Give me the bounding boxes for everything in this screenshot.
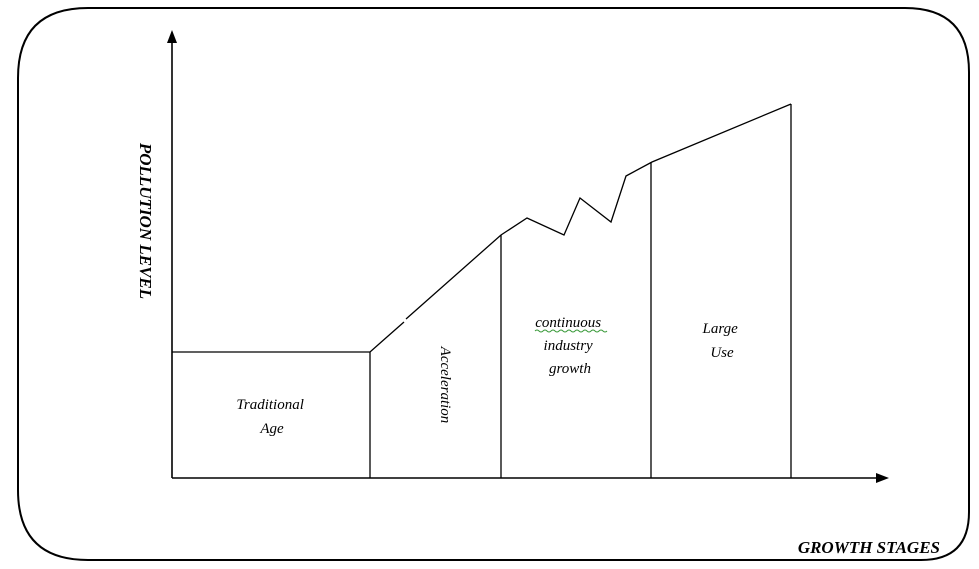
stage-label-line: Use	[710, 345, 734, 361]
pollution-curve-traditional	[172, 321, 405, 353]
stage-label-line: growth	[549, 361, 591, 377]
y-axis-title: POLLUTION LEVEL	[136, 142, 155, 299]
x-axis-title: GROWTH STAGES	[798, 538, 940, 557]
stage-label-continuous-industry-growth: continuous industry growth	[535, 315, 605, 377]
y-axis-arrowhead	[167, 30, 177, 43]
stage-label-line: continuous	[535, 315, 601, 331]
stage-label-line: Age	[259, 421, 284, 437]
stage-label-line: Large	[701, 321, 738, 337]
stage-label-line: industry	[544, 338, 594, 354]
x-axis-arrowhead	[876, 473, 889, 483]
stage-label-acceleration: Acceleration	[437, 346, 453, 424]
diagram-frame	[17, 7, 970, 561]
stage-label-line: Traditional	[236, 397, 304, 413]
spellcheck-underline	[534, 329, 608, 333]
pollution-curve-rising	[405, 103, 792, 320]
stage-label-large-use: Large Use	[701, 321, 741, 361]
stage-label-traditional-age: Traditional Age	[236, 397, 307, 437]
